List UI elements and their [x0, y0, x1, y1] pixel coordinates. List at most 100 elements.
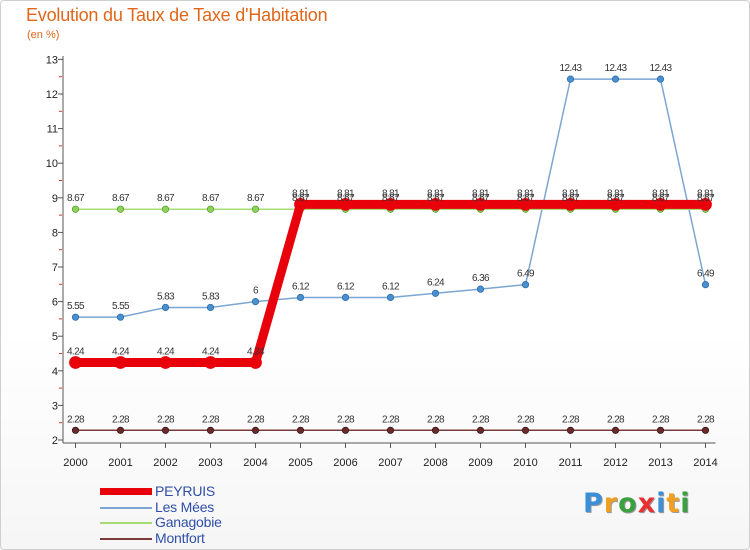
- point-peyruis-2000: [69, 356, 82, 369]
- point-montfort-2012: [611, 426, 620, 434]
- point-ganagobie-2001: [116, 205, 125, 213]
- logo-letter: t: [666, 488, 681, 519]
- data-label-ganagobie-2005: 8.67: [292, 193, 310, 204]
- data-label-peyruis-2008: 8.81: [427, 188, 445, 199]
- point-ganagobie-2002: [161, 205, 170, 213]
- point-montfort-2002: [161, 426, 170, 434]
- x-tick-label-2013: 2013: [648, 457, 672, 469]
- point-les-m-es-2002: [161, 303, 170, 312]
- data-label-les-m-es-2013: 12.43: [649, 63, 672, 74]
- data-label-montfort-2011: 2.28: [562, 414, 580, 425]
- point-les-m-es-2004: [251, 297, 260, 306]
- point-montfort-2011: [566, 426, 575, 434]
- point-peyruis-2009: [474, 197, 487, 211]
- data-label-montfort-2013: 2.28: [652, 414, 670, 425]
- y-tick-label-3: 3: [52, 400, 58, 412]
- data-label-ganagobie-2002: 8.67: [157, 193, 175, 204]
- proxiti-logo: Proxiti: [583, 488, 691, 519]
- data-label-montfort-2005: 2.28: [292, 414, 310, 425]
- data-label-montfort-2008: 2.28: [427, 414, 445, 425]
- data-label-peyruis-2002: 4.24: [157, 346, 175, 357]
- data-label-ganagobie-2014: 8.67: [697, 193, 715, 204]
- data-label-les-m-es-2007: 6.12: [382, 281, 400, 292]
- x-tick-label-2005: 2005: [288, 457, 312, 469]
- y-tick-label-9: 9: [52, 193, 58, 205]
- x-tick-label-2008: 2008: [423, 457, 447, 469]
- data-label-montfort-2014: 2.28: [697, 414, 715, 425]
- point-montfort-2014: [701, 426, 710, 434]
- point-peyruis-2005: [294, 197, 307, 211]
- point-montfort-2008: [431, 426, 440, 434]
- point-montfort-2005: [296, 426, 305, 434]
- y-tick-label-6: 6: [52, 297, 58, 309]
- point-montfort-2004: [251, 426, 260, 434]
- point-peyruis-2011: [564, 197, 577, 211]
- data-label-les-m-es-2006: 6.12: [337, 281, 355, 292]
- point-les-m-es-2001: [116, 313, 125, 321]
- data-label-les-m-es-2010: 6.49: [517, 269, 535, 280]
- y-tick-label-4: 4: [52, 366, 58, 378]
- data-label-montfort-2003: 2.28: [202, 414, 220, 425]
- y-tick-label-5: 5: [52, 331, 58, 343]
- data-label-ganagobie-2009: 8.67: [472, 193, 490, 204]
- point-peyruis-2006: [339, 197, 352, 211]
- data-label-peyruis-2012: 8.81: [607, 188, 625, 199]
- y-tick-label-10: 10: [46, 158, 58, 170]
- y-tick-label-2: 2: [52, 435, 58, 447]
- data-label-montfort-2010: 2.28: [517, 414, 535, 425]
- legend-swatch-montfort: [100, 537, 152, 540]
- point-les-m-es-2006: [341, 293, 350, 302]
- data-label-montfort-2006: 2.28: [337, 414, 355, 425]
- data-label-peyruis-2007: 8.81: [382, 188, 400, 199]
- data-label-les-m-es-2004: 6: [253, 286, 259, 297]
- data-label-ganagobie-2000: 8.67: [67, 193, 85, 204]
- point-montfort-2003: [206, 426, 215, 434]
- data-label-montfort-2004: 2.28: [247, 414, 265, 425]
- x-tick-label-2000: 2000: [63, 457, 87, 469]
- point-les-m-es-2007: [386, 293, 395, 302]
- data-label-les-m-es-2009: 6.36: [472, 273, 490, 284]
- point-montfort-2010: [521, 426, 530, 434]
- legend-label-les-mees: Les Mées: [155, 498, 215, 515]
- data-label-les-m-es-2005: 6.12: [292, 281, 310, 292]
- x-tick-label-2004: 2004: [243, 457, 267, 469]
- data-label-ganagobie-2004: 8.67: [247, 193, 265, 204]
- point-peyruis-2003: [204, 356, 217, 369]
- data-label-peyruis-2010: 8.81: [517, 188, 535, 199]
- data-label-ganagobie-2008: 8.67: [427, 193, 445, 204]
- data-label-ganagobie-2006: 8.67: [337, 193, 355, 204]
- legend-swatch-ganagobie: [100, 522, 152, 524]
- data-label-peyruis-2009: 8.81: [472, 188, 490, 199]
- x-tick-label-2003: 2003: [198, 457, 222, 469]
- point-montfort-2013: [656, 426, 665, 434]
- x-tick-label-2014: 2014: [693, 457, 717, 469]
- y-tick-label-11: 11: [47, 124, 58, 136]
- data-label-ganagobie-2001: 8.67: [112, 193, 130, 204]
- data-label-peyruis-2011: 8.81: [562, 188, 580, 199]
- point-peyruis-2008: [429, 197, 442, 211]
- x-tick-label-2012: 2012: [603, 457, 627, 469]
- data-label-les-m-es-2012: 12.43: [604, 63, 627, 74]
- y-tick-label-7: 7: [52, 262, 58, 274]
- data-label-les-m-es-2011: 12.43: [559, 63, 582, 74]
- data-label-montfort-2000: 2.28: [67, 414, 85, 425]
- data-label-montfort-2001: 2.28: [112, 414, 130, 425]
- data-label-ganagobie-2012: 8.67: [607, 193, 625, 204]
- y-tick-label-8: 8: [52, 227, 58, 239]
- point-les-m-es-2014: [701, 281, 710, 289]
- point-peyruis-2013: [654, 197, 667, 211]
- point-les-m-es-2012: [611, 75, 620, 83]
- point-montfort-2001: [116, 426, 125, 434]
- logo-letter: i: [656, 488, 667, 519]
- legend-label-ganagobie: Ganagobie: [155, 514, 222, 530]
- chart-unit-label: (en %): [27, 29, 60, 41]
- x-tick-label-2007: 2007: [378, 457, 402, 469]
- point-les-m-es-2000: [71, 313, 80, 321]
- data-label-peyruis-2000: 4.24: [67, 346, 85, 357]
- data-label-ganagobie-2007: 8.67: [382, 193, 400, 204]
- point-les-m-es-2009: [476, 285, 485, 293]
- point-les-m-es-2008: [431, 289, 440, 297]
- logo-letter: o: [618, 488, 638, 519]
- point-les-m-es-2013: [656, 75, 665, 83]
- data-label-les-m-es-2002: 5.83: [157, 291, 175, 302]
